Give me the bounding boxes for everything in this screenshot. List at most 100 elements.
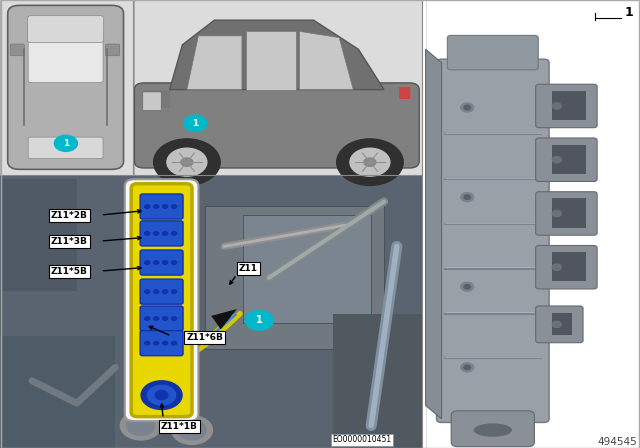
FancyBboxPatch shape (552, 91, 586, 120)
Polygon shape (211, 309, 237, 329)
Circle shape (154, 317, 159, 320)
FancyBboxPatch shape (0, 336, 115, 448)
Circle shape (552, 211, 561, 216)
Circle shape (141, 381, 182, 409)
Text: 494545: 494545 (598, 437, 637, 447)
Circle shape (163, 261, 168, 264)
FancyBboxPatch shape (536, 192, 597, 235)
Circle shape (172, 290, 177, 293)
Text: Z11*5B: Z11*5B (51, 267, 88, 276)
Circle shape (350, 148, 390, 176)
FancyBboxPatch shape (0, 179, 77, 291)
FancyBboxPatch shape (10, 44, 24, 56)
Polygon shape (170, 20, 384, 90)
Circle shape (154, 341, 159, 345)
Text: Z11: Z11 (239, 264, 258, 273)
Circle shape (127, 416, 155, 435)
Circle shape (552, 321, 561, 327)
Circle shape (145, 261, 150, 264)
Circle shape (145, 232, 150, 235)
FancyBboxPatch shape (552, 313, 572, 335)
Circle shape (181, 158, 193, 166)
Circle shape (155, 391, 168, 400)
FancyBboxPatch shape (28, 16, 104, 43)
Circle shape (172, 261, 177, 264)
FancyBboxPatch shape (8, 5, 124, 169)
Circle shape (172, 232, 177, 235)
Circle shape (461, 103, 474, 112)
Polygon shape (144, 90, 170, 108)
Circle shape (154, 290, 159, 293)
Circle shape (464, 284, 470, 289)
FancyBboxPatch shape (140, 250, 183, 275)
FancyBboxPatch shape (131, 184, 192, 417)
Circle shape (464, 365, 470, 370)
Circle shape (145, 317, 150, 320)
FancyBboxPatch shape (552, 145, 586, 174)
Text: Z11*1B: Z11*1B (161, 422, 198, 431)
Text: 1: 1 (192, 119, 198, 128)
FancyBboxPatch shape (134, 0, 422, 175)
FancyBboxPatch shape (536, 306, 583, 343)
FancyBboxPatch shape (140, 306, 183, 331)
FancyBboxPatch shape (0, 175, 422, 448)
FancyBboxPatch shape (134, 83, 419, 168)
Circle shape (461, 363, 474, 372)
FancyBboxPatch shape (536, 246, 597, 289)
Polygon shape (300, 31, 353, 90)
FancyBboxPatch shape (426, 0, 640, 448)
FancyBboxPatch shape (552, 252, 586, 281)
FancyBboxPatch shape (536, 138, 597, 181)
Circle shape (145, 341, 150, 345)
Text: EO0000010451: EO0000010451 (332, 435, 391, 444)
Text: Z11*6B: Z11*6B (186, 333, 223, 342)
Circle shape (147, 385, 175, 405)
Circle shape (167, 148, 207, 176)
Circle shape (154, 139, 220, 185)
Circle shape (245, 310, 273, 330)
FancyBboxPatch shape (28, 137, 103, 159)
Circle shape (163, 317, 168, 320)
Circle shape (172, 317, 177, 320)
Polygon shape (426, 49, 442, 419)
Circle shape (163, 341, 168, 345)
Circle shape (178, 420, 206, 440)
FancyBboxPatch shape (140, 279, 183, 304)
FancyBboxPatch shape (143, 92, 161, 111)
Circle shape (364, 158, 376, 166)
Circle shape (120, 411, 161, 440)
Text: 1: 1 (63, 139, 69, 148)
Circle shape (552, 156, 561, 163)
FancyBboxPatch shape (140, 221, 183, 246)
Circle shape (54, 135, 77, 151)
Circle shape (163, 205, 168, 208)
Circle shape (461, 193, 474, 202)
Circle shape (163, 232, 168, 235)
Ellipse shape (474, 423, 512, 437)
FancyBboxPatch shape (552, 198, 586, 228)
Polygon shape (187, 36, 242, 90)
Circle shape (461, 282, 474, 291)
FancyBboxPatch shape (333, 314, 422, 448)
Circle shape (337, 139, 403, 185)
FancyBboxPatch shape (451, 411, 534, 447)
Circle shape (464, 195, 470, 199)
FancyBboxPatch shape (125, 179, 198, 421)
FancyBboxPatch shape (205, 206, 384, 349)
Circle shape (154, 205, 159, 208)
Circle shape (145, 290, 150, 293)
Text: 1: 1 (624, 6, 633, 19)
Polygon shape (246, 31, 296, 90)
FancyBboxPatch shape (536, 84, 597, 128)
Circle shape (552, 103, 561, 109)
FancyBboxPatch shape (28, 33, 103, 82)
FancyBboxPatch shape (447, 35, 538, 70)
Circle shape (163, 290, 168, 293)
FancyBboxPatch shape (140, 331, 183, 356)
FancyBboxPatch shape (243, 215, 371, 323)
Circle shape (184, 115, 207, 131)
FancyBboxPatch shape (399, 86, 411, 99)
FancyBboxPatch shape (436, 59, 549, 422)
Text: 1: 1 (256, 315, 262, 325)
Circle shape (154, 261, 159, 264)
